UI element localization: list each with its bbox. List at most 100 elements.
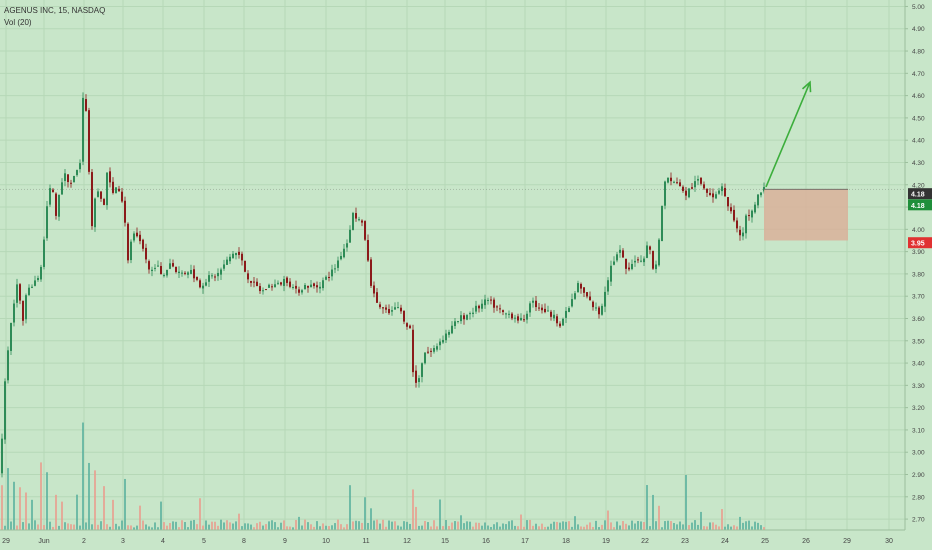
volume-bar <box>340 524 342 530</box>
volume-bar <box>121 520 123 530</box>
candle-body <box>703 184 705 189</box>
risk-box <box>764 189 848 241</box>
candle-body <box>367 240 369 261</box>
candle-body <box>430 350 432 352</box>
volume-bar <box>577 524 579 530</box>
x-tick-label: 11 <box>362 538 369 545</box>
volume-bar <box>538 526 540 530</box>
volume-bar <box>163 522 165 530</box>
candle-body <box>172 263 174 267</box>
candle-body <box>412 329 414 373</box>
volume-bar <box>250 524 252 530</box>
candle-body <box>409 325 411 329</box>
volume-bar <box>622 521 624 530</box>
volume-bar <box>292 527 294 530</box>
candle-body <box>664 181 666 206</box>
candle-body <box>649 246 651 250</box>
volume-bar <box>466 521 468 530</box>
volume-bar <box>565 521 567 530</box>
volume-bar <box>10 521 12 530</box>
volume-bar <box>214 521 216 530</box>
candle-body <box>265 289 267 291</box>
candle-body <box>577 283 579 293</box>
candle-body <box>199 280 201 288</box>
volume-bar <box>652 494 654 530</box>
candle-body <box>166 269 168 276</box>
candle-body <box>256 281 258 286</box>
volume-bar <box>607 510 609 530</box>
volume-bar <box>256 523 258 530</box>
candle-body <box>271 286 273 288</box>
volume-bar <box>559 522 561 530</box>
candle-body <box>235 252 237 256</box>
volume-bar <box>472 526 474 530</box>
volume-bar <box>571 526 573 530</box>
candle-body <box>283 278 285 286</box>
candle-body <box>751 210 753 218</box>
candle-body <box>301 290 303 293</box>
volume-bar <box>454 521 456 530</box>
volume-bar <box>574 516 576 530</box>
candle-body <box>502 310 504 313</box>
volume-bar <box>142 520 144 530</box>
volume-bar <box>13 481 15 530</box>
y-tick-label: 3.30 <box>912 383 925 390</box>
volume-bar <box>166 525 168 530</box>
volume-bar <box>430 526 432 530</box>
volume-bar <box>328 526 330 530</box>
volume-bar <box>220 519 222 530</box>
candle-body <box>757 194 759 206</box>
volume-bar <box>400 526 402 530</box>
volume-bar <box>619 525 621 530</box>
candle-body <box>526 313 528 320</box>
candle-body <box>547 310 549 312</box>
candle-body <box>310 284 312 288</box>
volume-bar <box>169 522 171 530</box>
volume-bar <box>691 522 693 530</box>
candle-body <box>622 250 624 258</box>
volume-bar <box>379 523 381 530</box>
candle-body <box>469 313 471 315</box>
volume-bar <box>262 525 264 530</box>
candle-body <box>325 276 327 280</box>
volume-bar <box>634 523 636 530</box>
grid <box>0 0 905 530</box>
y-tick-label: 2.80 <box>912 494 925 501</box>
candle-body <box>760 192 762 196</box>
volume-bar <box>706 526 708 530</box>
volume-bar <box>4 525 6 530</box>
last-price-label: 4.18 <box>911 192 925 199</box>
candle-body <box>202 285 204 289</box>
candle-body <box>157 265 159 267</box>
volume-bar <box>103 486 105 530</box>
volume-bar <box>52 526 54 530</box>
x-tick-label: 25 <box>761 538 769 545</box>
candle-body <box>691 187 693 189</box>
volume-bar <box>238 513 240 530</box>
volume-bar <box>580 526 582 530</box>
x-tick-label: 19 <box>602 538 610 545</box>
volume-bar <box>424 520 426 530</box>
candle-body <box>421 363 423 377</box>
volume-bar <box>79 525 81 530</box>
volume-bar <box>304 519 306 530</box>
candle-body <box>454 321 456 327</box>
candle-body <box>70 182 72 184</box>
candle-body <box>418 378 420 383</box>
candle-body <box>82 97 84 162</box>
candle-body <box>277 282 279 284</box>
candle-body <box>499 308 501 310</box>
candle-body <box>616 254 618 261</box>
volume-bar <box>91 524 93 530</box>
candle-body <box>481 303 483 309</box>
volume-bar <box>670 521 672 530</box>
volume-bar <box>673 523 675 530</box>
candle-body <box>559 323 561 327</box>
volume-bar <box>148 526 150 530</box>
candle-body <box>448 331 450 335</box>
x-tick-label: 9 <box>283 538 287 545</box>
volume-bar <box>136 525 138 530</box>
volume-bar <box>211 521 213 530</box>
volume-bar <box>85 522 87 530</box>
